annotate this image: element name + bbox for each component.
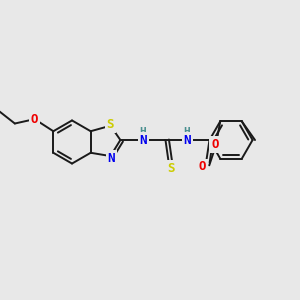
Text: S: S <box>167 162 175 175</box>
Text: O: O <box>31 112 38 126</box>
Text: H: H <box>183 127 190 137</box>
Text: N: N <box>184 134 191 146</box>
Text: S: S <box>107 118 114 131</box>
Text: N: N <box>140 134 147 146</box>
Text: O: O <box>198 160 206 173</box>
Text: H: H <box>139 127 146 137</box>
Text: N: N <box>108 152 115 165</box>
Text: O: O <box>211 138 219 151</box>
